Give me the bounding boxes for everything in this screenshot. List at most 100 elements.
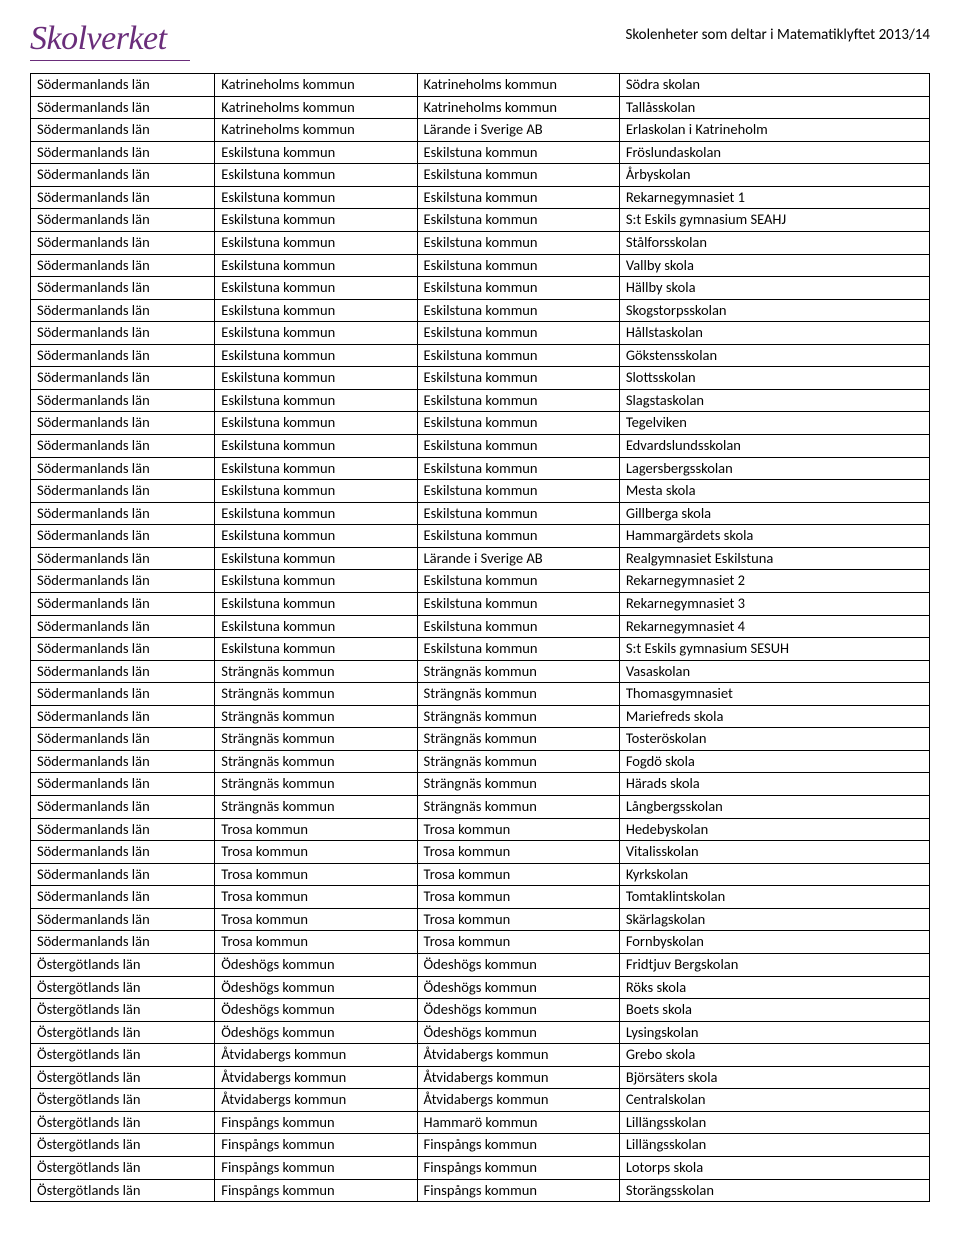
- table-cell: Östergötlands län: [31, 1134, 215, 1157]
- table-cell: Eskilstuna kommun: [215, 547, 417, 570]
- table-row: Östergötlands länFinspångs kommunFinspån…: [31, 1179, 930, 1202]
- table-cell: Storängsskolan: [619, 1179, 929, 1202]
- table-cell: Eskilstuna kommun: [215, 254, 417, 277]
- table-cell: Eskilstuna kommun: [215, 638, 417, 661]
- table-cell: Tallåsskolan: [619, 96, 929, 119]
- table-cell: Röks skola: [619, 976, 929, 999]
- table-row: Södermanlands länKatrineholms kommunLära…: [31, 119, 930, 142]
- table-row: Södermanlands länTrosa kommunTrosa kommu…: [31, 886, 930, 909]
- table-row: Södermanlands länSträngnäs kommunSträngn…: [31, 660, 930, 683]
- table-cell: Södermanlands län: [31, 96, 215, 119]
- table-cell: Trosa kommun: [417, 908, 619, 931]
- table-cell: Erlaskolan i Katrineholm: [619, 119, 929, 142]
- table-row: Södermanlands länSträngnäs kommunSträngn…: [31, 728, 930, 751]
- table-cell: Finspångs kommun: [215, 1157, 417, 1180]
- table-cell: Eskilstuna kommun: [215, 164, 417, 187]
- table-cell: Eskilstuna kommun: [417, 592, 619, 615]
- table-cell: Årbyskolan: [619, 164, 929, 187]
- table-cell: Finspångs kommun: [417, 1134, 619, 1157]
- table-cell: Lysingskolan: [619, 1021, 929, 1044]
- table-row: Södermanlands länEskilstuna kommunEskils…: [31, 344, 930, 367]
- table-row: Södermanlands länEskilstuna kommunEskils…: [31, 502, 930, 525]
- table-row: Södermanlands länEskilstuna kommunLärand…: [31, 547, 930, 570]
- table-row: Södermanlands länEskilstuna kommunEskils…: [31, 615, 930, 638]
- table-cell: Trosa kommun: [417, 886, 619, 909]
- table-row: Södermanlands länEskilstuna kommunEskils…: [31, 389, 930, 412]
- table-cell: Södermanlands län: [31, 231, 215, 254]
- table-row: Östergötlands länÖdeshögs kommunÖdeshögs…: [31, 976, 930, 999]
- table-cell: Södermanlands län: [31, 841, 215, 864]
- table-cell: Eskilstuna kommun: [417, 615, 619, 638]
- table-cell: Södermanlands län: [31, 344, 215, 367]
- table-cell: Östergötlands län: [31, 976, 215, 999]
- table-cell: Södermanlands län: [31, 728, 215, 751]
- table-row: Södermanlands länEskilstuna kommunEskils…: [31, 367, 930, 390]
- table-cell: Grebo skola: [619, 1044, 929, 1067]
- table-cell: Vitalisskolan: [619, 841, 929, 864]
- table-row: Södermanlands länSträngnäs kommunSträngn…: [31, 705, 930, 728]
- table-cell: Gökstensskolan: [619, 344, 929, 367]
- table-cell: Edvardslundsskolan: [619, 435, 929, 458]
- table-cell: Härads skola: [619, 773, 929, 796]
- table-cell: Södermanlands län: [31, 457, 215, 480]
- table-cell: Eskilstuna kommun: [417, 231, 619, 254]
- table-row: Östergötlands länÅtvidabergs kommunÅtvid…: [31, 1066, 930, 1089]
- table-cell: Södermanlands län: [31, 615, 215, 638]
- table-row: Östergötlands länÖdeshögs kommunÖdeshögs…: [31, 1021, 930, 1044]
- table-cell: Lärande i Sverige AB: [417, 119, 619, 142]
- table-cell: Södermanlands län: [31, 796, 215, 819]
- table-cell: Fogdö skola: [619, 750, 929, 773]
- table-cell: Östergötlands län: [31, 1044, 215, 1067]
- table-row: Södermanlands länEskilstuna kommunEskils…: [31, 299, 930, 322]
- table-cell: Södermanlands län: [31, 435, 215, 458]
- table-cell: Södermanlands län: [31, 592, 215, 615]
- table-cell: Östergötlands län: [31, 1021, 215, 1044]
- table-cell: Ödeshögs kommun: [215, 1021, 417, 1044]
- table-row: Södermanlands länKatrineholms kommunKatr…: [31, 96, 930, 119]
- table-cell: Södermanlands län: [31, 480, 215, 503]
- table-cell: Eskilstuna kommun: [215, 570, 417, 593]
- table-cell: Södermanlands län: [31, 186, 215, 209]
- table-cell: Boets skola: [619, 999, 929, 1022]
- table-cell: Ödeshögs kommun: [215, 999, 417, 1022]
- table-cell: Södermanlands län: [31, 164, 215, 187]
- table-cell: Eskilstuna kommun: [417, 322, 619, 345]
- table-row: Östergötlands länÖdeshögs kommunÖdeshögs…: [31, 953, 930, 976]
- table-cell: Eskilstuna kommun: [215, 209, 417, 232]
- table-row: Södermanlands länSträngnäs kommunSträngn…: [31, 683, 930, 706]
- table-cell: Eskilstuna kommun: [417, 435, 619, 458]
- table-cell: Hållstaskolan: [619, 322, 929, 345]
- table-cell: Eskilstuna kommun: [215, 322, 417, 345]
- table-cell: Eskilstuna kommun: [417, 299, 619, 322]
- table-cell: Strängnäs kommun: [215, 750, 417, 773]
- table-cell: Eskilstuna kommun: [417, 367, 619, 390]
- table-cell: Eskilstuna kommun: [215, 186, 417, 209]
- table-cell: Lärande i Sverige AB: [417, 547, 619, 570]
- table-cell: Eskilstuna kommun: [215, 389, 417, 412]
- table-cell: Skogstorpsskolan: [619, 299, 929, 322]
- table-row: Södermanlands länTrosa kommunTrosa kommu…: [31, 818, 930, 841]
- table-row: Södermanlands länEskilstuna kommunEskils…: [31, 254, 930, 277]
- table-cell: Ödeshögs kommun: [417, 1021, 619, 1044]
- table-row: Södermanlands länSträngnäs kommunSträngn…: [31, 750, 930, 773]
- table-cell: Katrineholms kommun: [215, 74, 417, 97]
- table-cell: Strängnäs kommun: [215, 796, 417, 819]
- table-cell: Strängnäs kommun: [417, 773, 619, 796]
- table-row: Södermanlands länEskilstuna kommunEskils…: [31, 164, 930, 187]
- table-cell: Östergötlands län: [31, 1066, 215, 1089]
- table-cell: Trosa kommun: [215, 908, 417, 931]
- table-cell: Södermanlands län: [31, 705, 215, 728]
- table-cell: Eskilstuna kommun: [215, 231, 417, 254]
- table-cell: Eskilstuna kommun: [417, 141, 619, 164]
- table-cell: Katrineholms kommun: [417, 74, 619, 97]
- table-cell: Ödeshögs kommun: [417, 999, 619, 1022]
- table-row: Södermanlands länEskilstuna kommunEskils…: [31, 186, 930, 209]
- table-cell: Åtvidabergs kommun: [215, 1066, 417, 1089]
- table-cell: Lotorps skola: [619, 1157, 929, 1180]
- table-row: Södermanlands länTrosa kommunTrosa kommu…: [31, 931, 930, 954]
- table-row: Södermanlands länEskilstuna kommunEskils…: [31, 592, 930, 615]
- table-cell: Trosa kommun: [215, 886, 417, 909]
- table-cell: Eskilstuna kommun: [417, 502, 619, 525]
- table-cell: Eskilstuna kommun: [417, 412, 619, 435]
- table-cell: Finspångs kommun: [417, 1179, 619, 1202]
